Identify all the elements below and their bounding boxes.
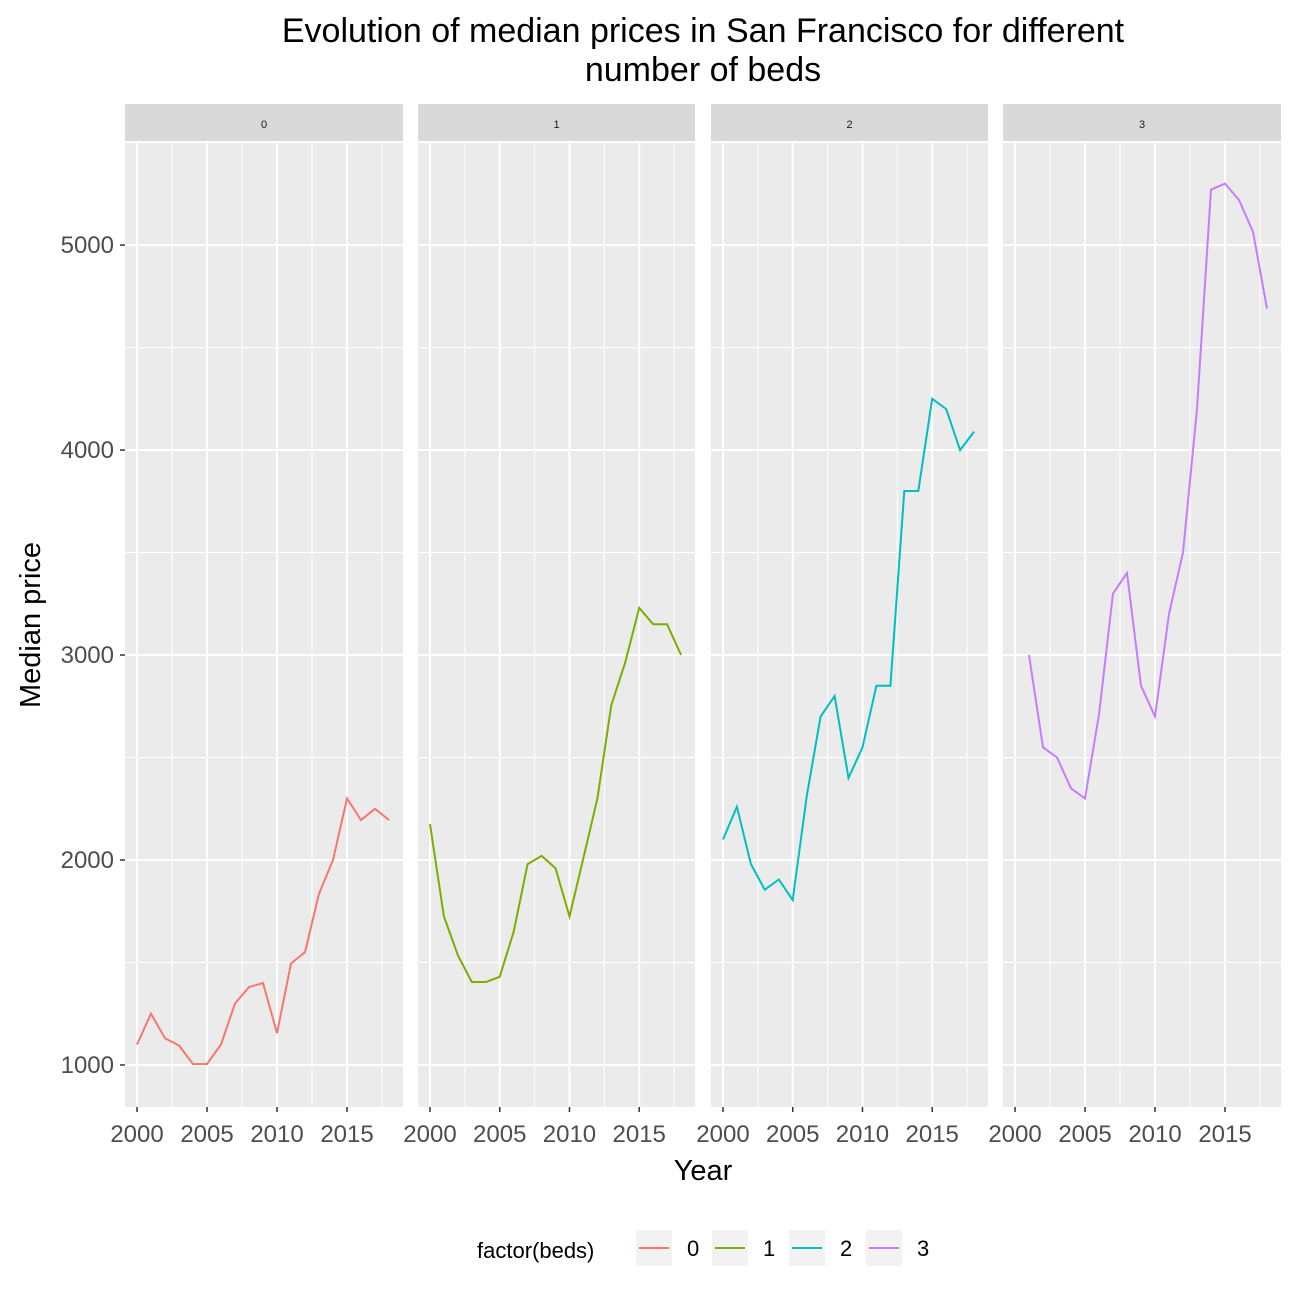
- facet-strip: [1003, 104, 1281, 141]
- facet-strip: [418, 104, 695, 141]
- x-tick-label: 2010: [250, 1121, 303, 1148]
- chart-title-line: Evolution of median prices in San Franci…: [282, 12, 1125, 50]
- y-axis-label: Median price: [15, 542, 47, 708]
- y-tick-label: 3000: [61, 642, 114, 669]
- legend-entry-label: 3: [917, 1236, 929, 1261]
- series-line-beds-3: [1028, 182, 1268, 801]
- legend-entry-label: 0: [687, 1236, 699, 1261]
- x-tick-label: 2000: [696, 1121, 749, 1148]
- x-tick-label: 2010: [836, 1121, 889, 1148]
- series-line-beds-0: [136, 795, 390, 1065]
- x-tick-label: 2015: [320, 1121, 373, 1148]
- facet-strip: [125, 104, 403, 141]
- x-tick-label: 2010: [1128, 1121, 1181, 1148]
- facet-strip-label: 2: [846, 119, 852, 131]
- x-tick-label: 2015: [906, 1121, 959, 1148]
- y-tick-label: 2000: [61, 847, 114, 874]
- facet-strip: [711, 104, 988, 141]
- x-tick-label: 2000: [110, 1121, 163, 1148]
- facet-strip-label: 0: [261, 119, 267, 131]
- x-tick-label: 2005: [473, 1121, 526, 1148]
- x-tick-label: 2000: [403, 1121, 456, 1148]
- series-line-beds-1: [429, 605, 683, 983]
- legend-title: factor(beds): [477, 1238, 594, 1263]
- panel-background: [418, 143, 695, 1107]
- facet-strip-label: 1: [553, 119, 559, 131]
- series-line-beds-2: [722, 397, 975, 903]
- chart-title-line: number of beds: [585, 51, 821, 89]
- x-tick-label: 2005: [1058, 1121, 1111, 1148]
- x-tick-label: 2015: [1198, 1121, 1251, 1148]
- legend-entry-label: 1: [763, 1236, 775, 1261]
- x-tick-label: 2005: [766, 1121, 819, 1148]
- y-tick-label: 5000: [61, 232, 114, 259]
- facet-strip-label: 3: [1139, 119, 1145, 131]
- x-axis-label: Year: [674, 1155, 733, 1187]
- x-tick-label: 2005: [180, 1121, 233, 1148]
- y-tick-label: 4000: [61, 437, 114, 464]
- y-tick-label: 1000: [61, 1052, 114, 1079]
- x-tick-label: 2010: [543, 1121, 596, 1148]
- panel-background: [1003, 143, 1281, 1107]
- x-tick-label: 2000: [988, 1121, 1041, 1148]
- panel-background: [711, 143, 988, 1107]
- legend-entry-label: 2: [840, 1236, 852, 1261]
- panel-background: [125, 143, 403, 1107]
- x-tick-label: 2015: [613, 1121, 666, 1148]
